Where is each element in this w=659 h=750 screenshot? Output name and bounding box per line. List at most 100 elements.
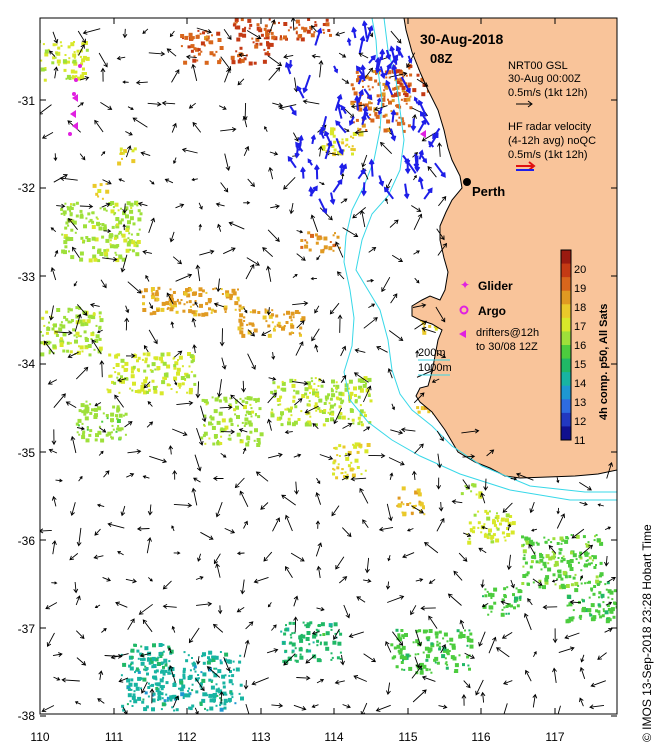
sst-pixel <box>434 327 438 331</box>
sst-pixel <box>276 323 280 327</box>
sst-pixel <box>51 61 55 65</box>
sst-pixel <box>67 307 71 311</box>
sst-pixel <box>53 323 57 328</box>
svg-text:116: 116 <box>471 730 490 744</box>
gsl-arrow <box>316 477 321 485</box>
sst-pixel <box>364 414 367 418</box>
gsl-arrow <box>52 31 59 44</box>
sst-pixel <box>357 422 361 426</box>
sst-pixel <box>371 86 374 89</box>
gsl-arrow <box>338 52 347 58</box>
gsl-arrow <box>193 477 201 483</box>
gsl-arrow <box>294 481 299 495</box>
sst-pixel <box>91 408 94 412</box>
sst-pixel <box>365 382 367 385</box>
sst-pixel <box>235 402 238 404</box>
sst-pixel <box>66 218 70 222</box>
gsl-arrow <box>438 704 448 710</box>
gsl-arrow <box>48 305 54 321</box>
sst-pixel <box>556 542 560 545</box>
sst-pixel <box>291 383 296 388</box>
gsl-arrow <box>149 180 155 185</box>
sst-pixel <box>325 22 330 27</box>
sst-pixel <box>202 672 207 677</box>
sst-pixel <box>166 383 170 387</box>
sst-pixel <box>94 438 98 442</box>
gsl-arrow <box>243 680 249 690</box>
sst-pixel <box>182 673 185 676</box>
sst-pixel <box>121 379 125 384</box>
sst-pixel <box>538 585 542 589</box>
sst-pixel <box>282 387 287 392</box>
sst-pixel <box>291 422 296 427</box>
sst-pixel <box>141 700 145 704</box>
sst-pixel <box>294 659 297 662</box>
svg-text:113: 113 <box>251 730 270 744</box>
sst-pixel <box>345 138 349 142</box>
sst-pixel <box>281 326 285 331</box>
gsl-arrow <box>316 678 325 684</box>
sst-pixel <box>115 258 120 263</box>
sst-pixel <box>535 560 539 564</box>
sst-pixel <box>493 601 497 605</box>
sst-pixel <box>407 124 411 128</box>
sst-pixel <box>206 709 209 712</box>
gsl-arrow <box>589 704 605 710</box>
sst-pixel <box>89 403 92 406</box>
sst-pixel <box>265 35 270 40</box>
sst-pixel <box>337 630 340 633</box>
sst-pixel <box>237 59 242 64</box>
sst-pixel <box>560 559 564 563</box>
sst-pixel <box>469 644 474 649</box>
sst-pixel <box>361 123 366 128</box>
gsl-arrow <box>427 166 437 178</box>
sst-pixel <box>331 144 335 148</box>
sst-pixel <box>169 672 172 675</box>
sst-pixel <box>63 240 68 245</box>
sst-pixel <box>433 658 437 662</box>
gsl-arrow <box>127 618 135 630</box>
sst-pixel <box>468 629 471 632</box>
sst-pixel <box>323 402 327 405</box>
sst-pixel <box>304 244 309 249</box>
sst-pixel <box>347 450 352 455</box>
sst-pixel <box>428 324 432 328</box>
radar-arrow <box>300 166 306 179</box>
sst-pixel <box>500 517 505 522</box>
gsl-arrow <box>350 476 367 482</box>
sst-pixel <box>179 680 184 685</box>
sst-pixel <box>75 306 79 310</box>
sst-pixel <box>352 422 355 425</box>
sst-pixel <box>365 388 370 393</box>
sst-pixel <box>206 660 211 665</box>
sst-pixel <box>212 53 216 57</box>
gsl-arrow <box>238 52 247 58</box>
sst-pixel <box>348 401 351 403</box>
sst-pixel <box>173 303 177 308</box>
sst-pixel <box>183 291 188 296</box>
sst-pixel <box>124 206 129 211</box>
sst-pixel <box>604 583 607 586</box>
sst-pixel <box>228 434 231 437</box>
sst-pixel <box>81 410 85 414</box>
svg-text:112: 112 <box>177 730 196 744</box>
gsl-arrow <box>604 526 612 531</box>
sst-pixel <box>538 561 541 564</box>
sst-pixel <box>48 352 51 355</box>
sst-pixel <box>312 391 316 396</box>
sst-pixel <box>272 21 276 25</box>
sst-pixel <box>99 252 104 256</box>
sst-pixel <box>349 391 354 396</box>
sst-pixel <box>565 584 570 588</box>
gsl-arrow <box>188 627 200 644</box>
sst-pixel <box>370 102 373 105</box>
sst-pixel <box>231 696 234 699</box>
sst-pixel <box>339 632 343 636</box>
sst-pixel <box>224 399 228 403</box>
sst-pixel <box>219 428 224 433</box>
sst-pixel <box>567 595 572 599</box>
sst-pixel <box>209 40 214 45</box>
sst-pixel <box>224 425 229 430</box>
sst-pixel <box>595 575 599 579</box>
sst-pixel <box>131 695 136 700</box>
